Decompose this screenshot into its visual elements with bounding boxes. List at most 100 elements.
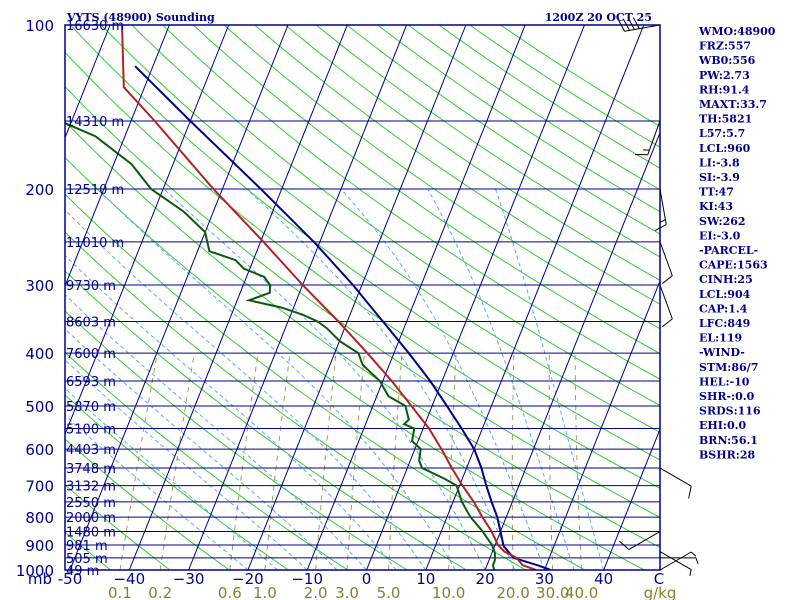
height-label: 6593 m: [66, 375, 116, 390]
dry-adiabat-line: [346, 25, 660, 235]
index-entry: SW:262: [699, 215, 746, 228]
dry-adiabat-line: [162, 25, 660, 380]
height-label: 2550 m: [66, 496, 116, 511]
height-label: 49 m: [66, 564, 99, 579]
index-entry: RH:91.4: [699, 83, 750, 96]
dry-adiabat-line: [131, 25, 660, 407]
pressure-tick-label: 200: [25, 181, 54, 199]
isotherm-line: [603, 427, 660, 570]
wind-barb-feather: [618, 19, 625, 32]
mixing-ratio-label: 0.6: [218, 584, 242, 600]
dewpoint-trace-line: [65, 122, 496, 570]
wind-barb-half-feather: [695, 557, 699, 565]
index-entry: LI:-3.8: [699, 156, 740, 169]
wind-barb: [619, 531, 661, 550]
wind-barb: [659, 551, 692, 576]
pressure-tick-label: 100: [25, 17, 54, 35]
index-entry: BRN:56.1: [699, 434, 758, 447]
temperature-tick-label: 10: [416, 570, 435, 588]
pressure-tick-label: 500: [25, 398, 54, 416]
height-label: 505 m: [66, 552, 108, 567]
wind-barb-feather: [632, 17, 640, 29]
dry-adiabat-line: [377, 25, 660, 213]
index-entry: PW:2.73: [699, 69, 750, 82]
dry-adiabat-line: [65, 394, 289, 570]
mixing-ratio-unit-label: g/kg: [644, 584, 677, 600]
dry-adiabat-line: [65, 310, 408, 570]
wind-barb: [659, 241, 673, 284]
pressure-tick-label: 900: [25, 537, 54, 555]
dry-adiabat-line: [70, 25, 660, 461]
index-entry: SI:-3.9: [699, 171, 740, 184]
wind-barb-staff: [659, 467, 692, 487]
pressure-unit-label: mb: [28, 570, 52, 588]
dry-adiabat-line: [65, 51, 660, 489]
wind-barb-staff: [659, 241, 673, 276]
index-entry: CAP:1.4: [699, 302, 748, 315]
isotherm-line: [188, 25, 408, 570]
index-entry: TH:5821: [699, 113, 752, 126]
isotherm-line: [65, 25, 230, 436]
dry-adiabat-line: [223, 25, 660, 330]
mixing-ratio-label: 3.0: [335, 584, 359, 600]
moist-adiabat-line: [65, 387, 278, 570]
wind-barb-feather: [662, 275, 673, 284]
dry-adiabat-line: [192, 25, 660, 355]
wind-barb: [660, 557, 699, 565]
index-entry: HEL:-10: [699, 375, 750, 388]
chart-title: VYTS (48900) Sounding: [66, 11, 215, 24]
dry-adiabat-line: [65, 351, 349, 570]
mixing-ratio-label: 30.0: [536, 584, 569, 600]
index-entry: WMO:48900: [698, 25, 776, 38]
temperature-tick-label: 30: [535, 570, 554, 588]
mixing-ratio-label: 5.0: [377, 584, 401, 600]
height-label: 16630 m: [66, 19, 124, 34]
dry-adiabat-line: [500, 25, 660, 128]
index-entry: -PARCEL-: [699, 244, 758, 257]
isotherm-line: [484, 131, 660, 570]
moist-adiabat-line: [65, 254, 397, 570]
index-entry: STM:86/7: [699, 361, 758, 374]
temperature-tick-label: −20: [232, 570, 264, 588]
temperature-tick-label: 40: [594, 570, 613, 588]
index-entry: FRZ:557: [699, 40, 751, 53]
height-label: 14310 m: [66, 115, 124, 130]
temperature-unit-label: C: [654, 570, 664, 588]
profile-layer: [65, 25, 551, 570]
pressure-tick-label: 800: [25, 509, 54, 527]
wind-barb-feather: [662, 318, 673, 328]
chart-time: 1200Z 20 OCT 25: [545, 11, 652, 24]
index-entry: CINH:25: [699, 273, 753, 286]
temperature-trace-line: [121, 25, 536, 570]
dry-adiabat-line: [65, 270, 467, 570]
dry-adiabat-line: [65, 438, 230, 570]
wind-barb-staff: [624, 24, 661, 32]
pressure-tick-label: 700: [25, 478, 54, 496]
height-label: 4403 m: [66, 443, 116, 458]
index-entry: BSHR:28: [699, 448, 755, 461]
index-entry: MAXT:33.7: [699, 98, 767, 111]
height-label: 12510 m: [66, 183, 124, 198]
index-entry: -WIND-: [699, 346, 745, 359]
wind-barb-half-feather: [659, 219, 666, 224]
wind-barb: [659, 467, 692, 499]
dry-adiabat-line: [285, 25, 660, 281]
wind-barb-staff: [659, 551, 692, 570]
dry-adiabat-line: [65, 85, 660, 518]
dry-adiabat-line: [100, 25, 660, 433]
wind-barb-feather: [627, 18, 635, 30]
height-label: 3132 m: [66, 480, 116, 495]
wind-barb: [659, 284, 673, 328]
temperature-tick-label: 20: [476, 570, 495, 588]
isotherm-line: [425, 25, 645, 570]
wind-barb-staff: [659, 284, 673, 320]
height-label: 981 m: [66, 539, 108, 554]
mixing-ratio-label: 0.1: [108, 584, 132, 600]
wind-barb: [654, 188, 667, 231]
isotherm-line: [65, 25, 111, 140]
index-entry: L57:5.7: [699, 127, 745, 140]
dry-adiabat-line: [254, 25, 660, 305]
isotherm-line: [247, 25, 467, 570]
